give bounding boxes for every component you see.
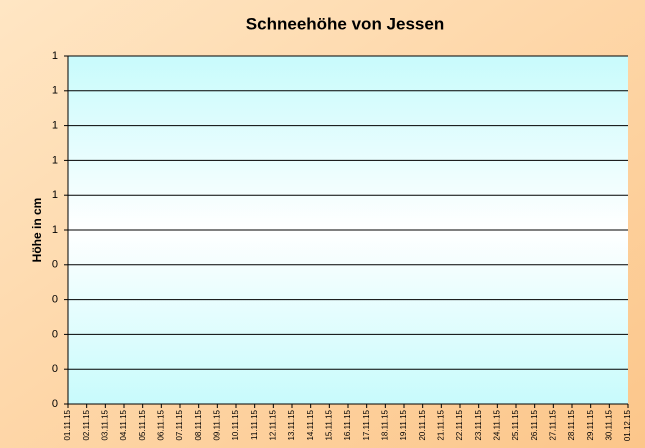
x-tick-label: 05.11.15 (138, 409, 147, 440)
y-tick-label: 1 (52, 224, 58, 236)
x-tick-label: 20.11.15 (418, 409, 427, 440)
y-tick-label: 0 (52, 398, 58, 410)
y-tick-label: 1 (52, 154, 58, 166)
x-tick-label: 16.11.15 (343, 409, 352, 440)
x-tick-label: 23.11.15 (474, 409, 483, 440)
x-tick-label: 24.11.15 (492, 409, 501, 440)
x-tick-label: 12.11.15 (268, 409, 277, 440)
y-tick-label: 1 (52, 189, 58, 201)
x-tick-label: 06.11.15 (156, 409, 165, 440)
y-tick-label: 0 (52, 328, 58, 340)
x-tick-label: 17.11.15 (362, 409, 371, 440)
x-tick-label: 19.11.15 (399, 409, 408, 440)
y-tick-label: 1 (52, 50, 58, 62)
y-tick-label: 0 (52, 294, 58, 306)
y-tick-label: 0 (52, 259, 58, 271)
x-tick-label: 18.11.15 (380, 409, 389, 440)
x-tick-label: 03.11.15 (100, 409, 109, 440)
chart-title: Schneehöhe von Jessen (246, 14, 444, 33)
x-tick-label: 01.12.15 (623, 409, 632, 441)
y-tick-label: 1 (52, 85, 58, 97)
y-tick-label: 0 (52, 363, 58, 375)
x-tick-label: 01.11.15 (63, 409, 72, 440)
x-tick-label: 26.11.15 (530, 409, 539, 440)
x-tick-label: 08.11.15 (194, 409, 203, 440)
x-tick-label: 04.11.15 (119, 409, 128, 440)
x-tick-label: 25.11.15 (511, 409, 520, 440)
x-tick-label: 30.11.15 (604, 409, 613, 440)
x-tick-label: 22.11.15 (455, 409, 464, 440)
y-tick-label: 1 (52, 120, 58, 132)
x-tick-label: 10.11.15 (231, 409, 240, 440)
x-tick-label: 15.11.15 (324, 409, 333, 440)
x-tick-label: 29.11.15 (586, 409, 595, 440)
x-tick-label: 21.11.15 (436, 409, 445, 440)
x-tick-label: 28.11.15 (567, 409, 576, 440)
x-tick-label: 09.11.15 (212, 409, 221, 440)
x-tick-label: 13.11.15 (287, 409, 296, 440)
x-tick-label: 14.11.15 (306, 409, 315, 440)
y-axis-label: Höhe in cm (30, 198, 44, 263)
x-tick-label: 11.11.15 (250, 409, 259, 440)
x-tick-label: 07.11.15 (175, 409, 184, 440)
x-tick-label: 27.11.15 (548, 409, 557, 440)
x-tick-label: 02.11.15 (82, 409, 91, 440)
